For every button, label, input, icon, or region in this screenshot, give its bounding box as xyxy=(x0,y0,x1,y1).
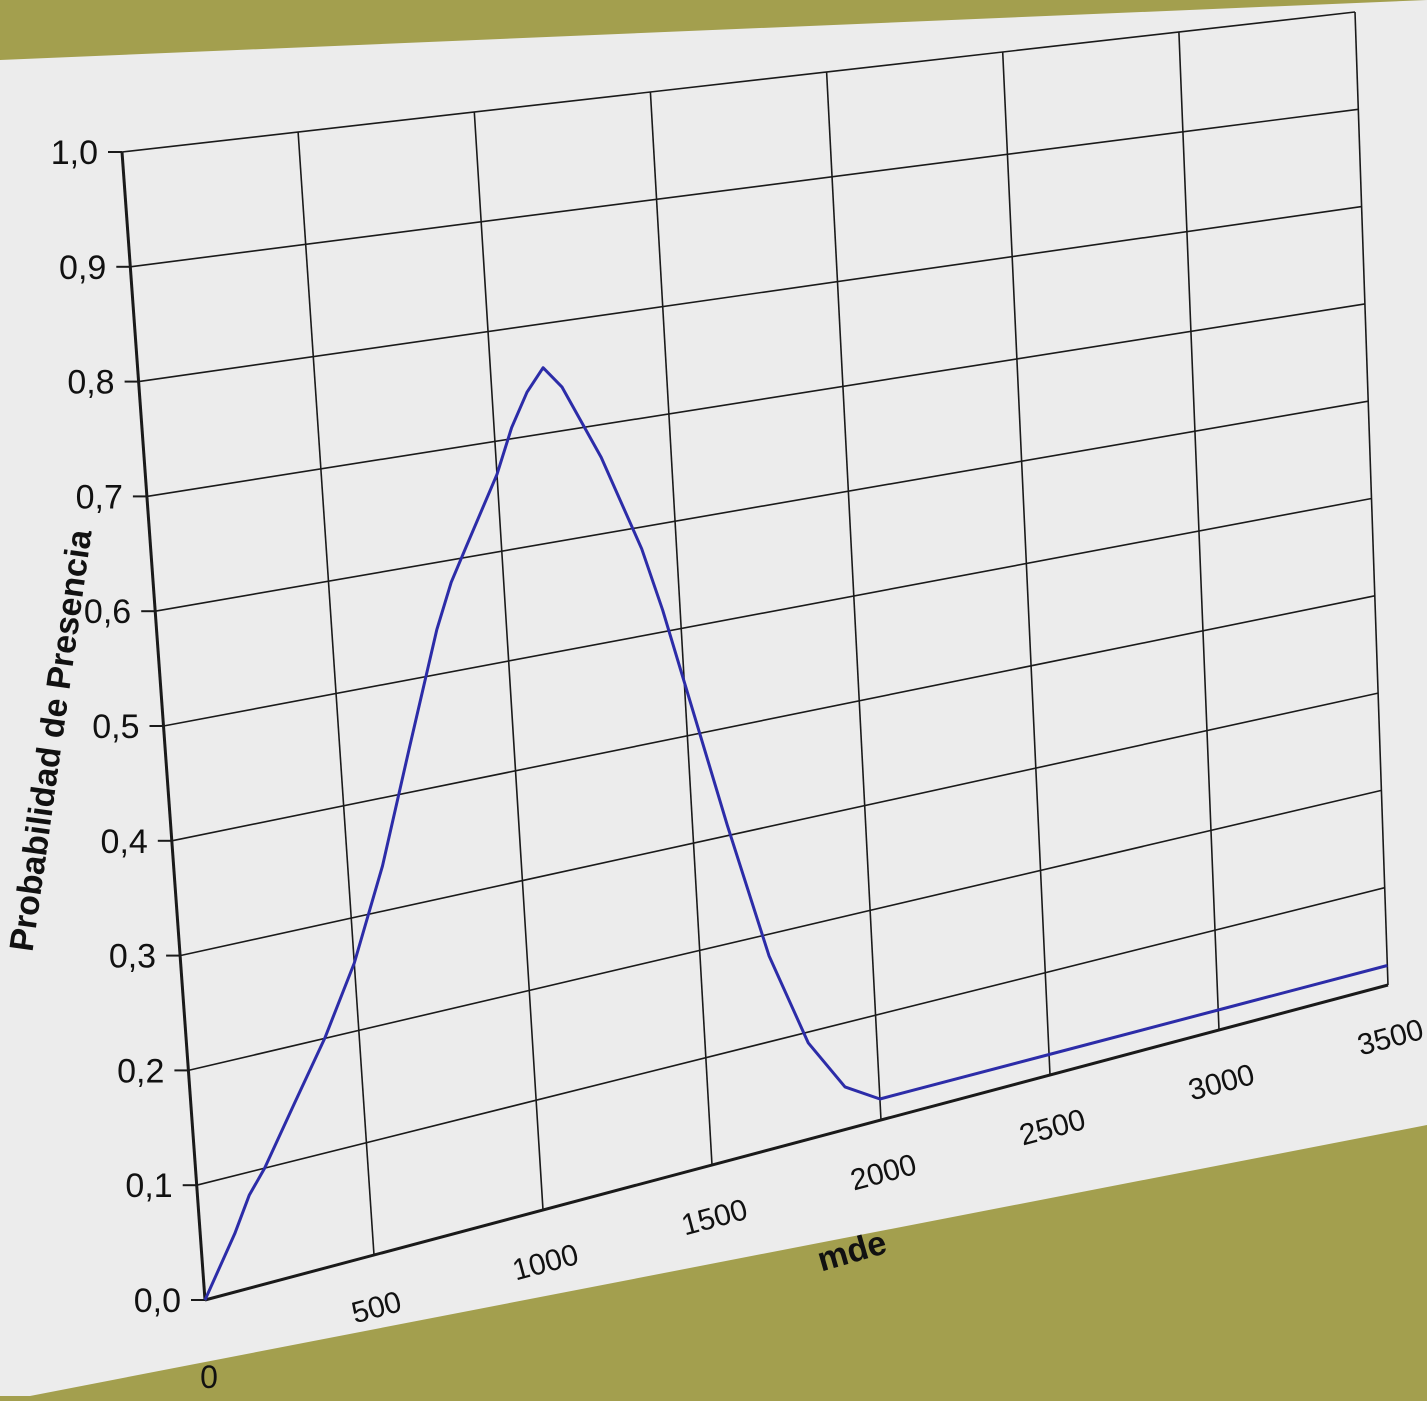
grid-line-y xyxy=(179,692,1379,957)
y-tick-label: 1,0 xyxy=(51,134,98,172)
y-tick-label: 0,2 xyxy=(117,1052,164,1090)
grid-line-y xyxy=(188,789,1382,1072)
grid-line-x xyxy=(825,71,882,1121)
grid-line-y xyxy=(155,400,1369,612)
y-tick-label: 0,0 xyxy=(134,1282,181,1320)
grid-line-x xyxy=(1354,11,1389,986)
y-tick-label: 0,1 xyxy=(125,1167,172,1205)
grid-lines xyxy=(121,11,1389,1256)
grid-line-y xyxy=(138,205,1362,383)
series-lines xyxy=(203,366,1388,1301)
y-tick-label: 0,6 xyxy=(84,593,131,631)
grid-line-y xyxy=(196,886,1385,1186)
y-tick-label: 0,8 xyxy=(67,364,114,402)
grid-line-x xyxy=(473,111,544,1211)
x-axis-line xyxy=(204,983,1389,1302)
x-tick-label: 0 xyxy=(200,1359,218,1395)
grid-line-x xyxy=(1001,51,1051,1076)
y-tick-label: 0,9 xyxy=(59,249,106,287)
y-tick-label: 0,7 xyxy=(76,478,123,516)
grid-line-y xyxy=(163,497,1372,727)
y-tick-labels: 0,0 0,1 0,2 0,3 0,4 0,5 0,6 0,7 0,8 0,9 1,0 xyxy=(51,134,181,1320)
grid-line-x xyxy=(297,131,375,1256)
grid-line-x xyxy=(1178,31,1220,1031)
y-tick-label: 0,5 xyxy=(92,708,139,746)
grid-line-x xyxy=(649,91,713,1166)
grid-line-y xyxy=(146,303,1366,498)
series-line xyxy=(203,366,1388,1301)
y-tick-label: 0,4 xyxy=(101,823,148,861)
grid-line-y xyxy=(171,595,1375,842)
grid-line-y xyxy=(121,11,1356,153)
grid-line-y xyxy=(130,108,1359,268)
axes xyxy=(108,151,1389,1302)
y-tick-label: 0,3 xyxy=(109,938,156,976)
